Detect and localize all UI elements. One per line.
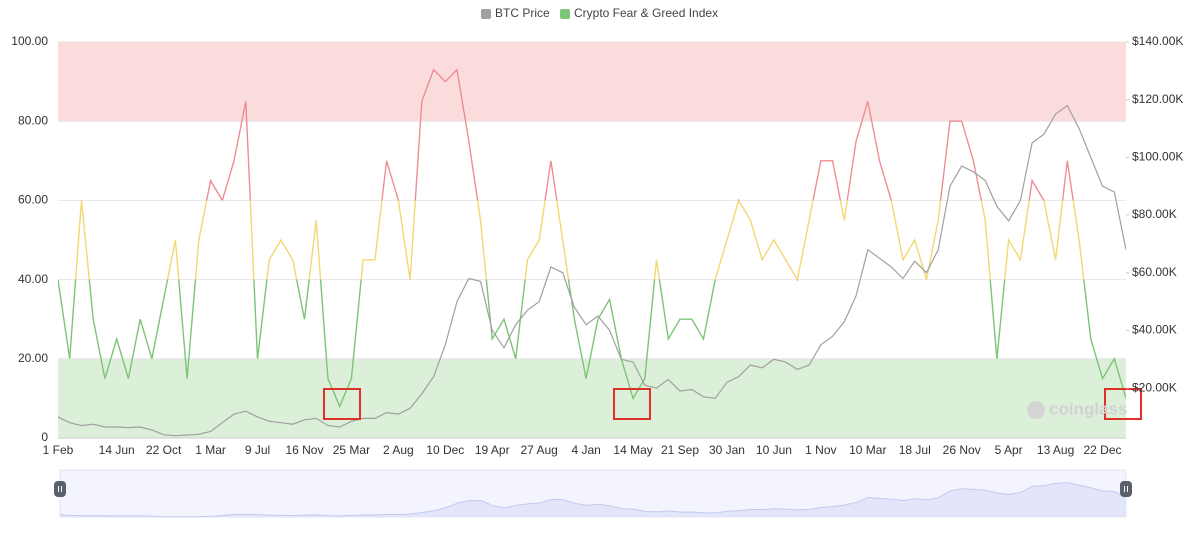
x-tick-label: 16 Nov <box>285 443 323 457</box>
x-tick-label: 26 Nov <box>943 443 981 457</box>
index-line <box>58 279 1126 409</box>
x-tick-label: 14 Jun <box>99 443 135 457</box>
y2-tick-label: $80.00K <box>1132 207 1177 221</box>
y-tick-label: 0 <box>41 430 48 444</box>
x-tick-label: 1 Feb <box>43 443 74 457</box>
y2-tick-label: $140.00K <box>1132 34 1183 48</box>
x-tick-label: 2 Aug <box>383 443 414 457</box>
x-tick-label: 10 Mar <box>849 443 886 457</box>
legend-swatch <box>560 9 570 19</box>
x-tick-label: 21 Sep <box>661 443 699 457</box>
navigator-line <box>59 482 1127 518</box>
x-tick-label: 14 May <box>613 443 652 457</box>
x-tick-label: 19 Apr <box>475 443 510 457</box>
x-tick-label: 10 Dec <box>426 443 464 457</box>
annotations: coinglass <box>323 388 1142 420</box>
x-tick-label: 1 Nov <box>805 443 836 457</box>
y-tick-label: 100.00 <box>11 34 48 48</box>
x-tick-label: 18 Jul <box>899 443 931 457</box>
x-tick-label: 22 Oct <box>146 443 182 457</box>
y2-tick-label: $120.00K <box>1132 92 1183 106</box>
x-tick-label: 1 Mar <box>195 443 226 457</box>
legend: BTC Price Crypto Fear & Greed Index <box>481 6 718 20</box>
x-tick-label: 10 Jun <box>756 443 792 457</box>
y-tick-label: 60.00 <box>18 193 48 207</box>
legend-label: BTC Price <box>495 6 550 20</box>
navigator-area <box>60 482 1126 517</box>
x-tick-label: 30 Jan <box>709 443 745 457</box>
series-layer <box>58 68 1126 437</box>
y2-tick-label: $60.00K <box>1132 265 1177 279</box>
band <box>58 358 1126 438</box>
y2-tick-label: $40.00K <box>1132 323 1177 337</box>
legend-swatch <box>481 9 491 19</box>
range-handle[interactable] <box>1120 481 1132 497</box>
band <box>58 42 1126 122</box>
highlight-box <box>323 388 361 420</box>
x-tick-label: 13 Aug <box>1037 443 1074 457</box>
y-tick-label: 20.00 <box>18 351 48 365</box>
index-line <box>80 68 1074 201</box>
x-tick-label: 22 Dec <box>1084 443 1122 457</box>
y-tick-label: 40.00 <box>18 272 48 286</box>
x-tick-label: 27 Aug <box>520 443 557 457</box>
x-tick-label: 5 Apr <box>995 443 1023 457</box>
watermark: coinglass <box>1049 399 1127 418</box>
y-tick-label: 80.00 <box>18 113 48 127</box>
y2-tick-label: $20.00K <box>1132 380 1177 394</box>
x-tick-label: 25 Mar <box>333 443 370 457</box>
axes: 0 20.00 40.00 60.00 80.00 100.00 $20.00K $40.00… <box>11 34 1183 457</box>
x-tick-label: 9 Jul <box>245 443 270 457</box>
x-tick-label: 4 Jan <box>571 443 600 457</box>
highlight-box <box>613 388 651 420</box>
y2-tick-label: $100.00K <box>1132 150 1183 164</box>
btc-price-line <box>58 104 1126 437</box>
plot-background <box>58 42 1126 438</box>
range-handle[interactable] <box>54 481 66 497</box>
legend-label: Crypto Fear & Greed Index <box>574 6 718 20</box>
watermark-icon <box>1027 401 1045 419</box>
highlight-box <box>1104 388 1142 420</box>
navigator <box>54 469 1132 518</box>
